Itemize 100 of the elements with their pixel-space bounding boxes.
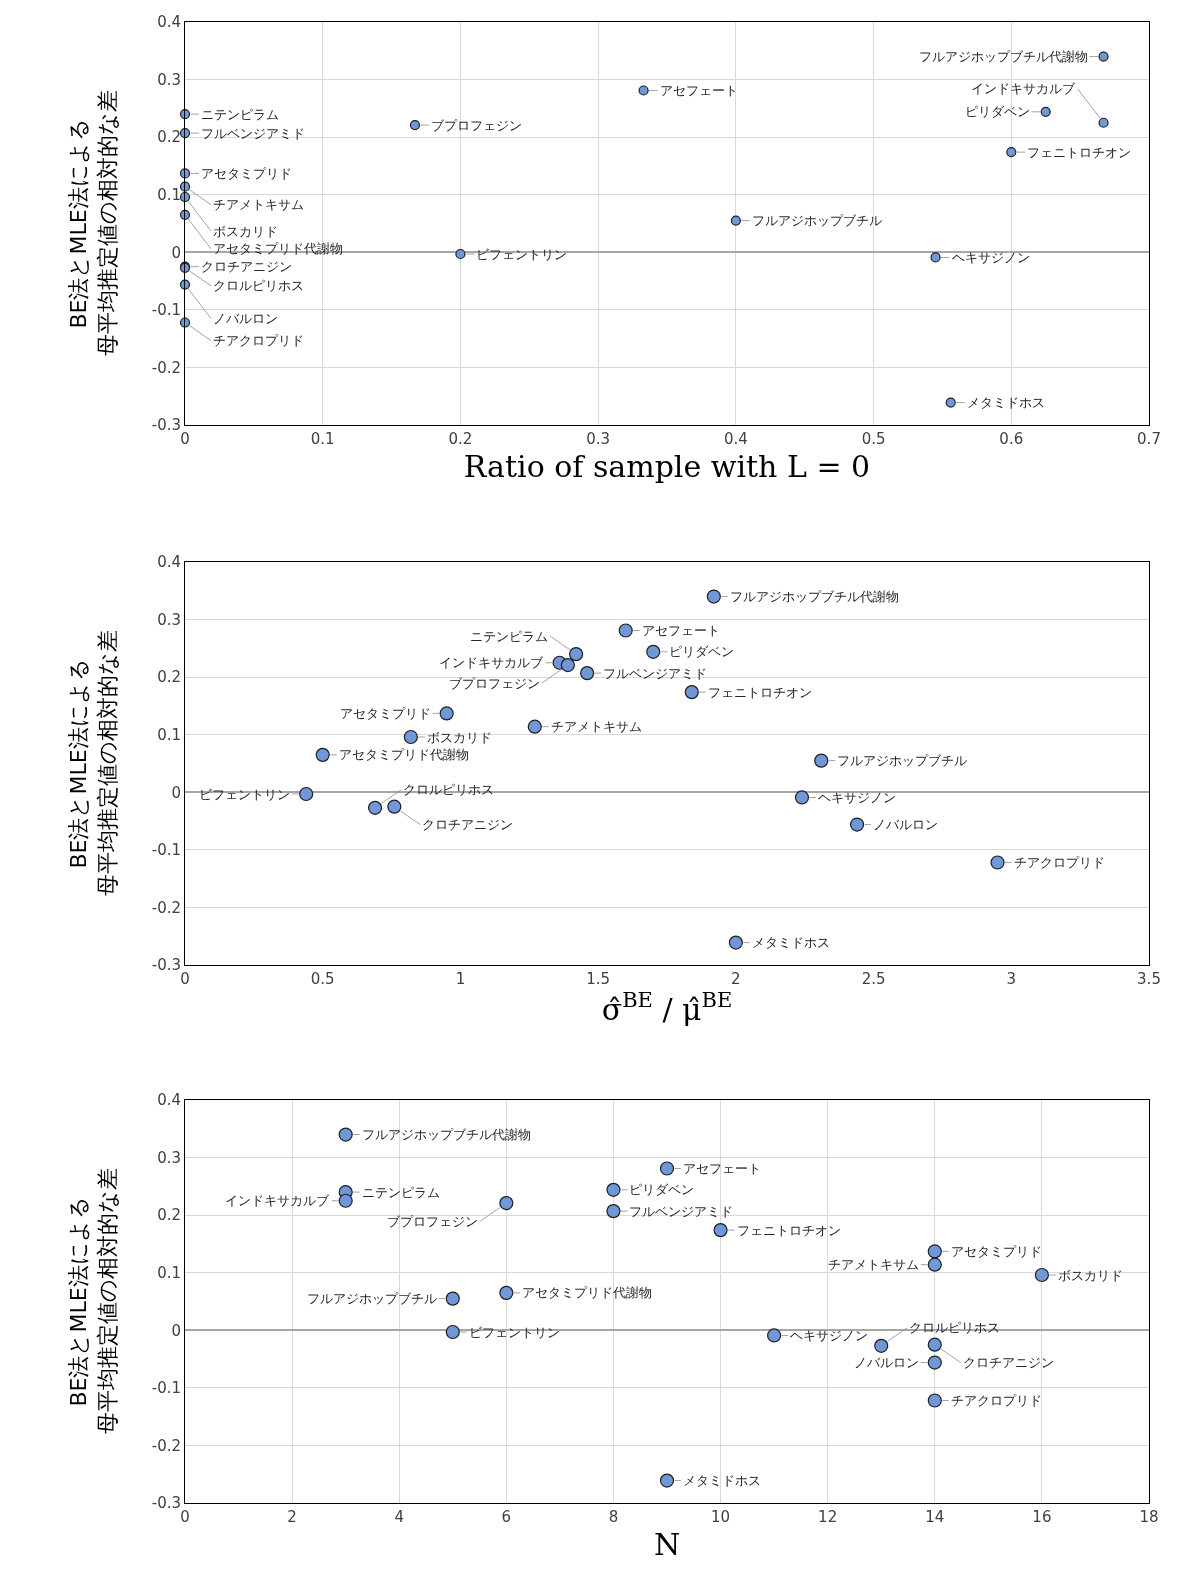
x-tick-label: 2 [287,1508,297,1526]
annotation: アセフェート [683,1161,761,1176]
annotation: フルアジホップブチル [307,1291,437,1306]
annotation: チアクロプリド [213,333,304,348]
x-tick-label: 0.4 [723,430,748,448]
annotation: ボスカリド [427,730,492,745]
point [927,1393,942,1408]
x-tick-label: 16 [1032,1508,1052,1526]
annotation: フルアジホップブチル代謝物 [919,49,1088,64]
point [606,1204,621,1219]
point [794,790,810,805]
annotation: フルアジホップブチル代謝物 [730,589,899,604]
annotation: ノバルロン [213,311,278,326]
annotation: ビフェントリン [199,787,290,802]
annotation: アセタミプリド代謝物 [213,241,343,256]
y-tick-label: 0.2 [157,128,181,147]
annotation: ニテンピラム [470,629,548,644]
point [814,753,829,768]
x-tick-label: 6 [501,1508,512,1526]
annotation: ブプロフェジン [449,676,540,691]
annotation: インドキサカルブ [225,1193,330,1208]
x-tick-label: 8 [608,1508,619,1526]
point [927,1355,942,1370]
y-tick-label: 0.3 [157,610,181,629]
point [367,800,383,815]
x-tick-label: 3 [1006,970,1017,988]
annotation: ボスカリド [213,224,278,239]
y-tick-label: 0.2 [157,668,181,687]
annotation: フェニトロチオン [708,685,812,700]
annotation: アセタミプリド代謝物 [522,1285,652,1300]
point [560,657,575,673]
point [1040,106,1051,117]
annotation: ピリダベン [965,104,1030,119]
annotation: クロルピリホス [213,278,304,293]
y-tick-label: 0.4 [157,13,181,32]
x-tick-label: 2.5 [861,970,886,988]
y-axis-title: BE法とMLE法による母平均推定値の相対的な差 [65,90,120,357]
x-tick-label: 0.6 [999,430,1024,448]
annotation: ブプロフェジン [387,1214,478,1229]
point [527,719,542,734]
annotation: ピリダベン [629,1182,694,1197]
annotation: クロチアニジン [963,1355,1054,1370]
point [299,786,314,802]
annotation: チアメトキサム [551,719,642,734]
x-axis-title: σ̂$^{BE}$ / μ̂$^{BE}$ [601,988,733,1027]
annotation: クロチアニジン [201,259,292,274]
y-tick-label: 0.1 [157,185,181,204]
point [927,1337,942,1352]
point [659,1473,675,1488]
point [445,1291,460,1306]
point [403,729,418,745]
point [684,685,699,700]
point [387,799,402,814]
annotation: アセタミプリド [340,706,431,721]
point [646,644,661,659]
y-tick-label: -0.1 [151,301,181,320]
x-tick-label: 0.1 [310,430,335,448]
annotation: インドキサカルブ [971,81,1076,96]
annotation: ビフェントリン [476,247,567,262]
y-tick-label: 0.3 [157,70,181,89]
annotation: ブプロフェジン [431,118,522,133]
point [499,1285,514,1300]
point [338,1193,353,1208]
point [638,85,649,96]
point [409,119,421,131]
x-axis-title: N [653,1526,681,1562]
point [713,1223,728,1238]
y-tick-label: 0.2 [157,1206,181,1225]
annotation: アセフェート [642,623,720,638]
point [1098,117,1109,128]
annotation: フェニトロチオン [737,1223,841,1238]
x-tick-label: 0.2 [448,430,473,448]
annotation: ヘキサジノン [952,250,1030,265]
point [730,215,741,226]
point [930,252,941,263]
annotation: チアクロプリド [951,1393,1042,1408]
annotation: フルベンジアミド [603,666,707,681]
point [179,209,191,220]
annotation: ニテンピラム [362,1185,440,1200]
annotation: クロルピリホス [403,782,494,797]
y-tick-label: 0 [171,1321,181,1340]
point [499,1195,514,1211]
x-axis-title: Ratio of sample with L = 0 [463,448,871,484]
annotation: ボスカリド [1058,1268,1123,1283]
y-tick-label: 0.4 [157,553,181,572]
x-tick-label: 12 [818,1508,838,1526]
point [728,935,743,950]
x-tick-label: 0.5 [310,970,335,988]
point [874,1338,889,1353]
point [179,128,191,139]
x-tick-label: 0.7 [1137,430,1161,448]
annotation: メタミドホス [683,1473,761,1488]
annotation: クロルピリホス [909,1320,1000,1335]
annotation: フルアジホップブチル代謝物 [362,1127,531,1142]
annotation: ヘキサジノン [818,790,896,805]
point [849,817,865,832]
x-tick-label: 14 [925,1508,945,1526]
annotation: アセタミプリド代謝物 [339,747,469,762]
y-tick-label: 0.1 [157,725,181,744]
point [1006,147,1017,158]
